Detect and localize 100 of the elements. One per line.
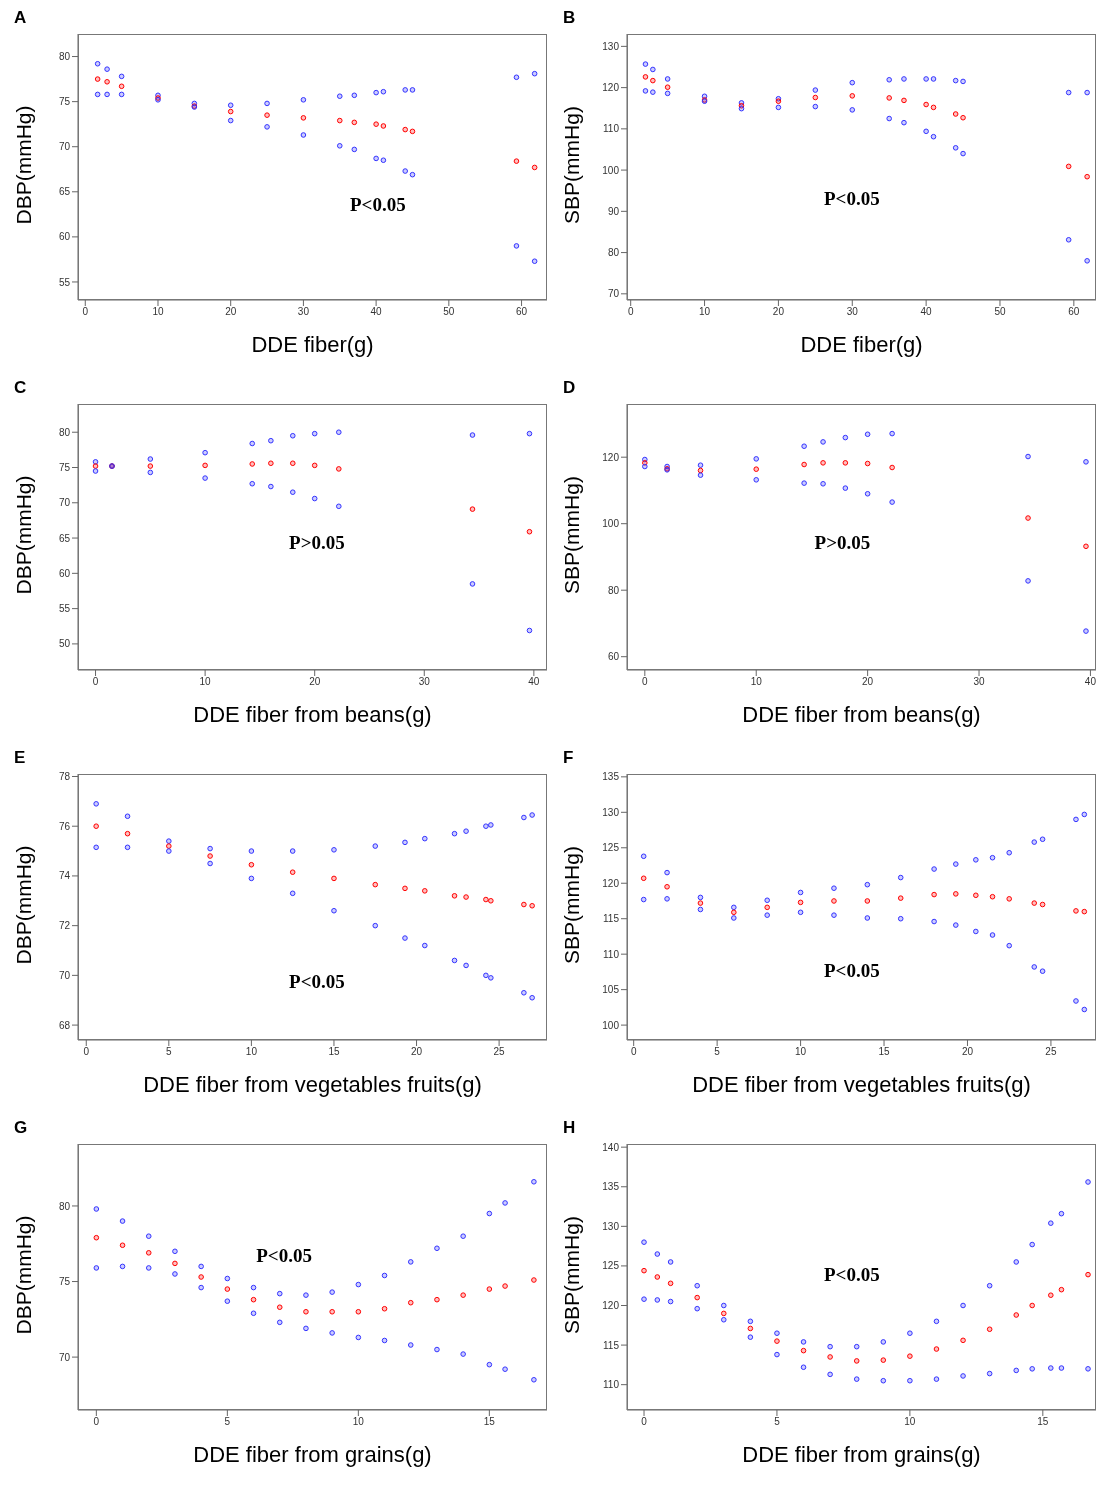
x-axis-title: DDE fiber from beans(g) <box>741 702 982 728</box>
y-tick-label: 70 <box>58 1351 71 1363</box>
x-tick-label: 15 <box>483 1416 496 1428</box>
annotation: P<0.05 <box>823 188 880 211</box>
x-tick-label: 5 <box>714 1046 721 1058</box>
y-tick-label: 110 <box>603 1379 620 1391</box>
x-tick-label: 0 <box>93 1416 100 1428</box>
x-tick-label: 40 <box>920 306 933 318</box>
x-tick-label: 60 <box>1068 306 1080 318</box>
y-tick-label: 78 <box>58 771 71 783</box>
annotation: P>0.05 <box>814 531 871 554</box>
annotation: P<0.05 <box>350 193 406 216</box>
x-tick-label: 20 <box>225 306 237 318</box>
x-tick-label: 20 <box>862 676 874 688</box>
y-tick-label: 72 <box>58 920 71 932</box>
x-tick-label: 5 <box>774 1416 781 1428</box>
x-tick-label: 0 <box>92 676 99 688</box>
y-tick-label: 110 <box>603 948 620 960</box>
y-axis-title: SBP(mmHg) <box>560 106 584 224</box>
y-axis-title: DBP(mmHg) <box>11 475 35 595</box>
y-tick-label: 130 <box>602 1220 620 1232</box>
x-tick-label: 20 <box>309 676 321 688</box>
y-axis-title: SBP(mmHg) <box>560 846 584 964</box>
x-tick-label: 10 <box>245 1046 258 1058</box>
x-tick-label: 15 <box>878 1046 891 1058</box>
annotation: P>0.05 <box>289 531 345 554</box>
chart-title: B <box>563 8 576 28</box>
x-tick-label: 5 <box>166 1046 173 1058</box>
x-tick-label: 10 <box>199 676 212 688</box>
y-tick-label: 74 <box>58 870 71 882</box>
chart-title: E <box>14 748 26 768</box>
x-tick-label: 40 <box>528 676 540 688</box>
x-axis-title: DDE fiber from grains(g) <box>192 1442 433 1468</box>
y-tick-label: 115 <box>603 913 620 925</box>
y-tick-label: 130 <box>602 40 620 52</box>
x-tick-label: 30 <box>973 676 986 688</box>
y-tick-label: 100 <box>602 1019 620 1031</box>
chart-title: D <box>563 378 576 398</box>
y-tick-label: 90 <box>607 205 620 217</box>
y-tick-label: 55 <box>58 276 71 288</box>
x-tick-label: 15 <box>1037 1416 1049 1428</box>
x-tick-label: 0 <box>641 1416 648 1428</box>
y-tick-label: 50 <box>58 638 71 650</box>
chart-title: H <box>563 1118 576 1138</box>
y-tick-label: 80 <box>607 247 620 259</box>
y-axis-title: DBP(mmHg) <box>11 845 35 965</box>
annotation: P<0.05 <box>823 1263 880 1286</box>
y-tick-label: 120 <box>602 877 620 889</box>
x-axis-title: DDE fiber from vegetables fruits(g) <box>142 1072 483 1098</box>
x-tick-label: 10 <box>904 1416 916 1428</box>
x-tick-label: 20 <box>772 306 785 318</box>
y-axis-title: DBP(mmHg) <box>11 105 35 225</box>
y-tick-label: 70 <box>58 497 71 509</box>
x-axis-title: DDE fiber from vegetables fruits(g) <box>691 1072 1032 1098</box>
annotation: P<0.05 <box>823 960 880 983</box>
x-tick-label: 15 <box>328 1046 340 1058</box>
y-tick-label: 65 <box>58 532 71 544</box>
x-tick-label: 10 <box>750 676 763 688</box>
y-tick-label: 125 <box>602 842 620 854</box>
x-tick-label: 10 <box>698 306 711 318</box>
y-tick-label: 80 <box>607 584 620 596</box>
x-axis-title: DDE fiber from beans(g) <box>192 702 433 728</box>
y-tick-label: 75 <box>58 96 71 108</box>
y-tick-label: 68 <box>58 1019 71 1031</box>
chart-title: G <box>14 1118 28 1138</box>
y-tick-label: 140 <box>602 1141 620 1153</box>
x-tick-label: 0 <box>627 306 634 318</box>
annotation: P<0.05 <box>256 1245 312 1268</box>
x-tick-label: 0 <box>630 1046 637 1058</box>
y-tick-label: 80 <box>58 1200 71 1212</box>
y-tick-label: 80 <box>58 426 71 438</box>
y-tick-label: 70 <box>607 288 620 300</box>
x-tick-label: 30 <box>297 306 310 318</box>
x-tick-label: 50 <box>443 306 455 318</box>
x-tick-label: 25 <box>1045 1046 1057 1058</box>
y-tick-label: 105 <box>602 984 620 996</box>
y-axis-title: SBP(mmHg) <box>560 476 584 594</box>
y-tick-label: 60 <box>58 231 71 243</box>
x-tick-label: 30 <box>418 676 431 688</box>
y-tick-label: 60 <box>58 567 71 579</box>
y-tick-label: 115 <box>603 1339 620 1351</box>
x-tick-label: 30 <box>846 306 859 318</box>
y-tick-label: 70 <box>58 141 71 153</box>
annotation: P<0.05 <box>289 970 345 993</box>
y-tick-label: 120 <box>602 451 620 463</box>
y-tick-label: 75 <box>58 1276 71 1288</box>
chart-title: A <box>14 8 27 28</box>
y-tick-label: 125 <box>602 1260 620 1272</box>
x-axis-title: DDE fiber from grains(g) <box>741 1442 982 1468</box>
y-tick-label: 120 <box>602 1300 620 1312</box>
y-tick-label: 135 <box>602 1181 620 1193</box>
x-tick-label: 50 <box>994 306 1006 318</box>
y-tick-label: 75 <box>58 462 71 474</box>
x-tick-label: 0 <box>83 1046 90 1058</box>
x-tick-label: 20 <box>410 1046 423 1058</box>
x-axis-title: DDE fiber(g) <box>250 332 375 358</box>
x-tick-label: 25 <box>493 1046 506 1058</box>
x-tick-label: 0 <box>642 676 649 688</box>
x-axis-title: DDE fiber(g) <box>799 332 924 358</box>
x-tick-label: 10 <box>795 1046 807 1058</box>
